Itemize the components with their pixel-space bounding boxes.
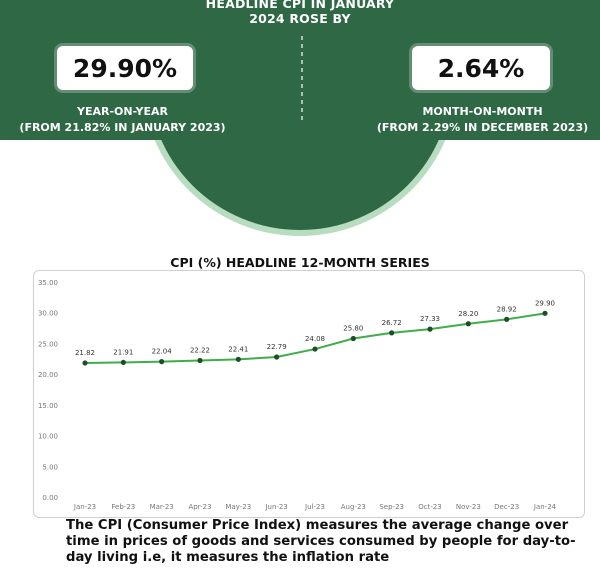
data-point [504, 316, 510, 322]
y-tick-label: 25.00 [38, 340, 58, 348]
chart-title: CPI (%) HEADLINE 12-MONTH SERIES [170, 255, 430, 270]
data-point [274, 354, 280, 360]
data-point [542, 310, 548, 316]
data-point [159, 359, 165, 365]
yoy-value: 29.90% [57, 46, 193, 90]
x-tick-label: Jul-23 [304, 503, 325, 511]
data-label: 29.90 [535, 299, 555, 307]
yoy-label: YEAR-ON-YEAR [77, 105, 168, 118]
data-point [197, 357, 203, 364]
x-tick-label: Jun-23 [264, 503, 287, 511]
data-label: 28.92 [497, 305, 517, 313]
yoy-sub: (FROM 21.82% IN JANUARY 2023) [19, 121, 226, 134]
yoy-label-block: YEAR-ON-YEAR (FROM 21.82% IN JANUARY 202… [0, 104, 245, 136]
mom-label-block: MONTH-ON-MONTH (FROM 2.29% IN DECEMBER 2… [365, 104, 600, 136]
headline-line-1: HEADLINE CPI IN JANUARY [205, 0, 395, 11]
data-point [235, 356, 241, 362]
x-tick-label: Dec-23 [494, 503, 519, 511]
y-tick-label: 20.00 [38, 371, 58, 379]
x-tick-label: Apr-23 [188, 503, 211, 511]
x-tick-label: Oct-23 [418, 503, 442, 511]
y-tick-label: 0.00 [42, 494, 58, 502]
cpi-definition-note: The CPI (Consumer Price Index) measures … [66, 518, 576, 565]
y-tick-label: 10.00 [38, 433, 58, 441]
data-label: 22.79 [267, 343, 287, 351]
data-label: 22.04 [152, 348, 173, 356]
chart-frame [33, 270, 585, 518]
cpi-line-chart: 0.00 5.00 10.00 15.00 20.00 25.00 30.00 35.00 Ja… [38, 279, 557, 511]
mom-value: 2.64% [412, 46, 550, 90]
data-label: 28.20 [458, 310, 478, 318]
data-point [82, 360, 88, 366]
x-tick-label: May-23 [225, 503, 251, 511]
data-label: 21.82 [75, 349, 95, 357]
x-tick-label: Jan-23 [73, 503, 96, 511]
x-tick-label: Aug-23 [341, 503, 366, 511]
data-point [389, 330, 395, 336]
mom-label: MONTH-ON-MONTH [422, 105, 543, 118]
y-tick-label: 35.00 [38, 279, 58, 287]
x-tick-label: Jan-24 [533, 503, 557, 511]
y-tick-label: 30.00 [38, 310, 58, 318]
data-point [350, 335, 356, 342]
x-tick-label: Mar-23 [150, 503, 174, 511]
data-label: 25.80 [343, 325, 363, 333]
headline-line-2: 2024 ROSE BY [249, 11, 351, 26]
data-point [465, 321, 471, 327]
data-label: 24.08 [305, 335, 325, 343]
y-tick-label: 5.00 [42, 463, 58, 471]
data-label: 22.41 [228, 345, 248, 353]
data-label: 26.72 [382, 319, 402, 327]
data-point [312, 346, 318, 352]
headline-banner [0, 0, 600, 236]
x-tick-label: Nov-23 [456, 503, 481, 511]
data-point [120, 359, 126, 366]
mom-sub: (FROM 2.29% IN DECEMBER 2023) [376, 121, 589, 134]
x-tick-label: Sep-23 [379, 503, 404, 511]
data-label: 27.33 [420, 315, 440, 323]
data-label: 22.22 [190, 347, 210, 355]
y-tick-label: 15.00 [38, 402, 58, 410]
x-tick-label: Feb-23 [111, 503, 135, 511]
data-point [427, 326, 433, 332]
data-label: 21.91 [113, 348, 133, 356]
